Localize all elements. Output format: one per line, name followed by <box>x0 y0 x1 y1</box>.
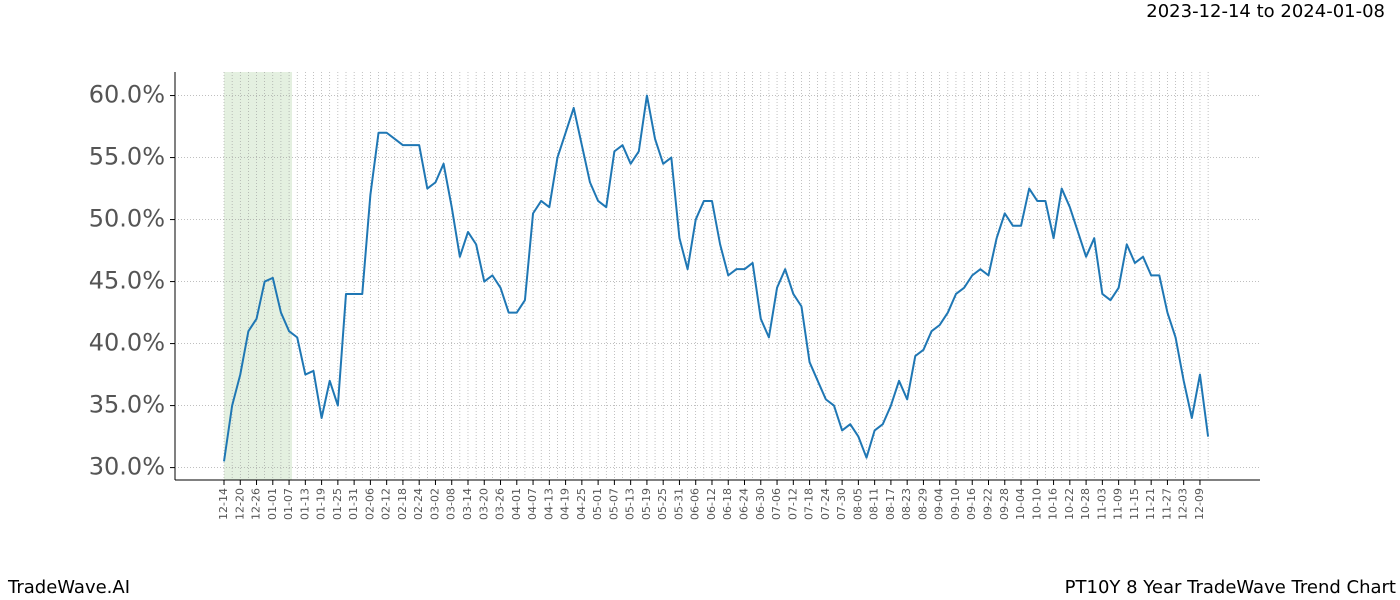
date-range: 2023-12-14 to 2024-01-08 <box>1146 1 1385 22</box>
x-tick-label: 07-18 <box>803 488 816 520</box>
y-tick-label: 50.0% <box>89 205 165 233</box>
x-tick-label: 02-12 <box>380 488 393 520</box>
x-tick-label: 09-10 <box>949 488 962 520</box>
x-tick-label: 04-01 <box>510 488 523 520</box>
x-tick-label: 02-06 <box>363 488 376 520</box>
x-tick-label: 03-20 <box>477 488 490 520</box>
x-tick-label: 03-26 <box>494 488 507 520</box>
x-tick-label: 12-20 <box>233 488 246 520</box>
x-tick-label: 01-13 <box>298 488 311 520</box>
x-tick-label: 03-14 <box>461 488 474 520</box>
x-tick-label: 10-16 <box>1047 488 1060 520</box>
x-tick-label: 08-11 <box>868 488 881 520</box>
x-tick-label: 11-09 <box>1112 488 1125 520</box>
x-tick-label: 05-01 <box>591 488 604 520</box>
x-tick-label: 01-07 <box>282 488 295 520</box>
x-tick-label: 12-09 <box>1193 488 1206 520</box>
x-tick-label: 02-24 <box>412 488 425 520</box>
x-tick-label: 09-22 <box>982 488 995 520</box>
chart-title: PT10Y 8 Year TradeWave Trend Chart <box>1065 577 1396 598</box>
y-tick-label: 30.0% <box>89 453 165 481</box>
x-tick-label: 08-23 <box>900 488 913 520</box>
x-tick-label: 07-06 <box>770 488 783 520</box>
x-tick-label: 12-03 <box>1177 488 1190 520</box>
x-tick-label: 06-18 <box>721 488 734 520</box>
highlight-band <box>224 72 292 480</box>
x-tick-label: 07-24 <box>819 488 832 520</box>
brand: TradeWave.AI <box>7 577 130 598</box>
x-tick-label: 06-30 <box>754 488 767 520</box>
y-tick-label: 55.0% <box>89 143 165 171</box>
x-tick-label: 01-31 <box>347 488 360 520</box>
x-tick-label: 01-25 <box>331 488 344 520</box>
x-tick-label: 05-25 <box>656 488 669 520</box>
x-tick-label: 06-12 <box>705 488 718 520</box>
x-tick-label: 06-24 <box>738 488 751 520</box>
x-tick-label: 12-14 <box>217 488 230 520</box>
x-tick-label: 10-28 <box>1079 488 1092 520</box>
x-tick-label: 10-10 <box>1030 488 1043 520</box>
y-tick-label: 35.0% <box>89 391 165 419</box>
x-tick-label: 04-13 <box>542 488 555 520</box>
x-tick-label: 07-30 <box>835 488 848 520</box>
y-tick-label: 40.0% <box>89 329 165 357</box>
x-tick-label: 08-05 <box>851 488 864 520</box>
x-tick-label: 08-17 <box>884 488 897 520</box>
x-tick-label: 01-01 <box>266 488 279 520</box>
x-tick-label: 09-16 <box>965 488 978 520</box>
x-tick-label: 05-19 <box>640 488 653 520</box>
x-tick-label: 05-31 <box>672 488 685 520</box>
x-tick-label: 02-18 <box>396 488 409 520</box>
x-tick-label: 01-19 <box>315 488 328 520</box>
x-tick-label: 03-08 <box>445 488 458 520</box>
x-tick-label: 10-22 <box>1063 488 1076 520</box>
x-tick-label: 10-04 <box>1014 488 1027 520</box>
trend-line <box>223 94 1210 462</box>
x-tick-label: 08-29 <box>916 488 929 520</box>
x-tick-label: 05-07 <box>607 488 620 520</box>
x-tick-label: 12-26 <box>250 488 263 520</box>
x-tick-label: 04-07 <box>526 488 539 520</box>
x-tick-label: 11-03 <box>1095 488 1108 520</box>
x-tick-label: 03-02 <box>428 488 441 520</box>
y-tick-label: 60.0% <box>89 81 165 109</box>
x-tick-label: 09-28 <box>998 488 1011 520</box>
x-tick-label: 05-13 <box>624 488 637 520</box>
x-tick-label: 09-04 <box>933 488 946 520</box>
x-tick-label: 07-12 <box>786 488 799 520</box>
x-tick-label: 11-21 <box>1144 488 1157 520</box>
x-tick-label: 11-27 <box>1160 488 1173 520</box>
x-tick-label: 04-19 <box>559 488 572 520</box>
x-tick-label: 04-25 <box>575 488 588 520</box>
y-tick-label: 45.0% <box>89 267 165 295</box>
x-tick-label: 11-15 <box>1128 488 1141 520</box>
x-tick-label: 06-06 <box>689 488 702 520</box>
